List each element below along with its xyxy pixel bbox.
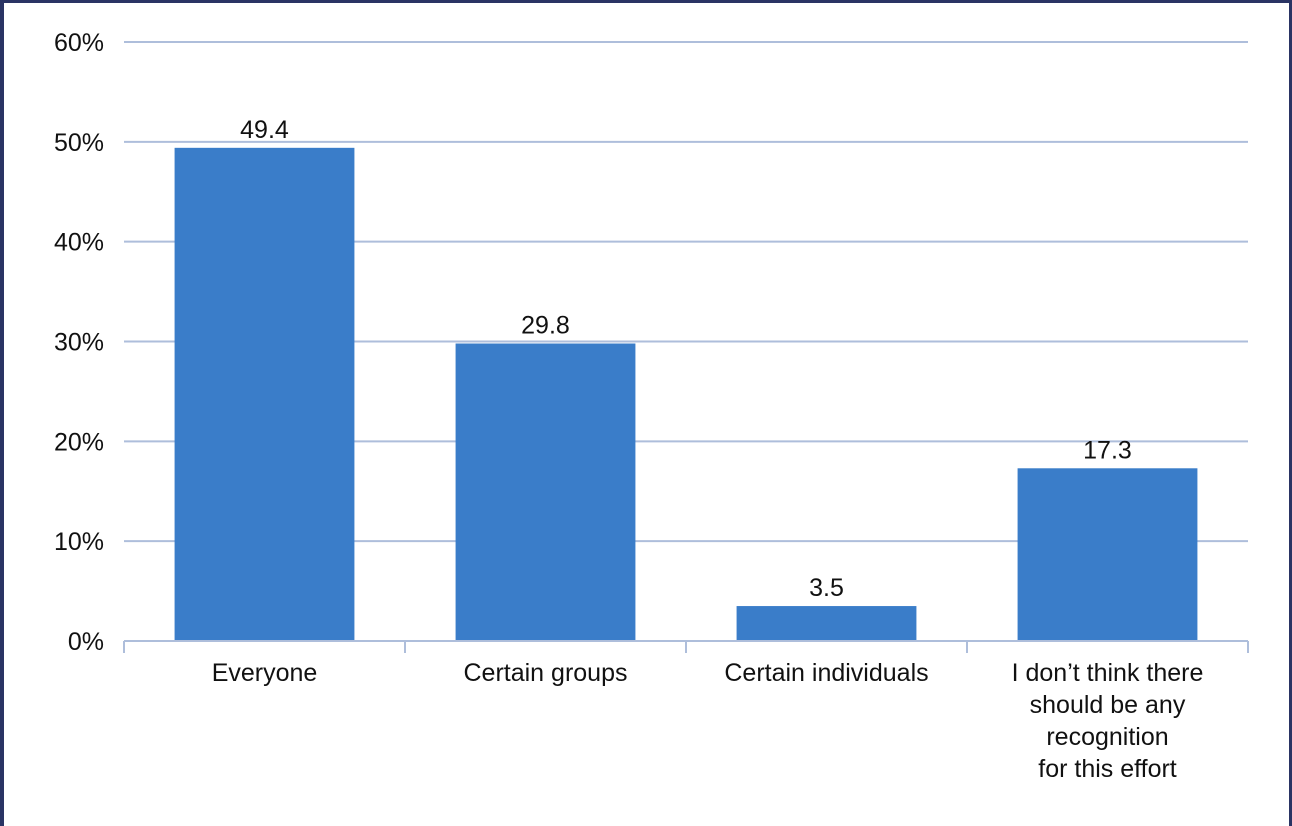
x-axis xyxy=(123,640,1249,653)
bar xyxy=(174,147,355,641)
x-category-label: Everyone xyxy=(212,659,318,687)
y-axis-tick-labels: 0% 10% 20% 30% 40% 50% 60% xyxy=(54,29,104,656)
y-tick-label: 60% xyxy=(54,29,104,57)
x-category-label: Certain groups xyxy=(464,659,628,687)
y-tick-label: 30% xyxy=(54,329,104,357)
data-label: 17.3 xyxy=(1083,436,1132,464)
x-axis-category-labels: Everyone Certain groups Certain individual… xyxy=(212,659,1204,783)
bar xyxy=(1017,468,1198,641)
data-label: 3.5 xyxy=(809,574,844,602)
bars xyxy=(174,147,1198,641)
x-category-label: I don’t think there should be any recognit… xyxy=(1012,659,1204,783)
y-tick-label: 50% xyxy=(54,129,104,157)
x-category-label: Certain individuals xyxy=(724,659,928,687)
data-label: 29.8 xyxy=(521,311,570,339)
y-tick-label: 10% xyxy=(54,528,104,556)
y-tick-label: 40% xyxy=(54,229,104,257)
data-label: 49.4 xyxy=(240,116,289,144)
bar xyxy=(455,343,636,641)
y-tick-label: 0% xyxy=(68,628,104,656)
y-tick-label: 20% xyxy=(54,428,104,456)
bar xyxy=(736,606,917,641)
data-labels: 49.4 29.8 3.5 17.3 xyxy=(240,116,1132,602)
